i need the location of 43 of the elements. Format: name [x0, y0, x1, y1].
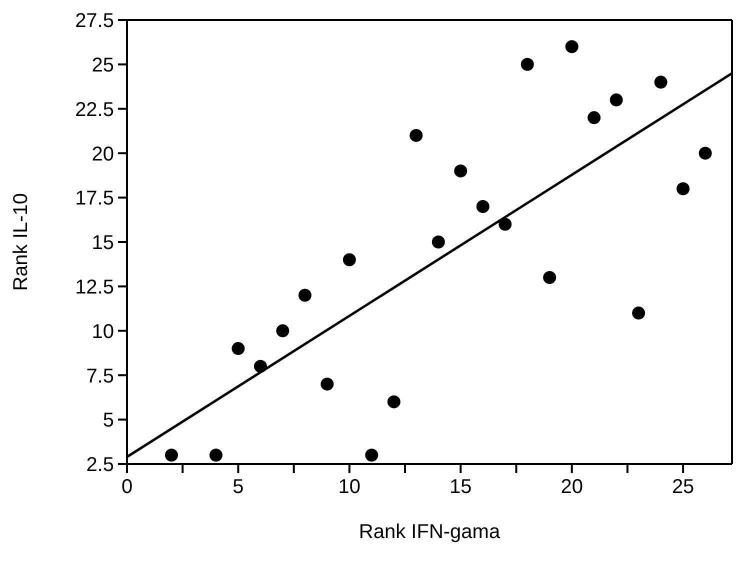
point [676, 182, 690, 196]
point [610, 93, 623, 106]
point [565, 40, 578, 54]
x-tick-label: 0 [121, 476, 133, 498]
point [342, 253, 356, 266]
x-tick-label: 25 [672, 476, 694, 498]
y-tick-label: 7.5 [86, 365, 114, 388]
point [543, 271, 556, 284]
y-axis-title: Rank IL-10 [10, 193, 32, 291]
y-tick-label: 15 [92, 232, 114, 254]
point [298, 288, 312, 302]
x-tick-label: 5 [232, 476, 244, 498]
point [454, 164, 468, 178]
y-tick-label: 25 [92, 54, 114, 76]
point [632, 306, 646, 320]
y-tick-label: 12.5 [75, 276, 114, 298]
point [588, 111, 601, 124]
point [365, 448, 378, 462]
point [410, 128, 423, 142]
point [476, 200, 490, 213]
x-axis-title: Rank IFN-gama [358, 521, 501, 543]
point [254, 360, 267, 373]
point [698, 146, 712, 160]
x-tick-label: 10 [338, 476, 361, 498]
point [320, 378, 334, 391]
point [276, 324, 290, 338]
y-tick-label: 10 [92, 320, 114, 343]
point [164, 448, 178, 462]
point [387, 395, 400, 408]
y-tick-label: 2.5 [86, 454, 114, 476]
y-tick-label: 5 [102, 410, 114, 432]
y-tick-label: 27.5 [75, 10, 114, 32]
x-tick-label: 15 [450, 476, 472, 498]
y-tick-label: 17.5 [75, 188, 114, 210]
point [232, 342, 245, 356]
point [498, 218, 512, 231]
point [654, 76, 668, 89]
point [209, 448, 222, 462]
y-tick-label: 22.5 [75, 98, 114, 121]
point [432, 236, 445, 248]
y-tick-label: 20 [92, 143, 114, 166]
point [520, 58, 534, 71]
x-tick-label: 20 [560, 476, 583, 498]
